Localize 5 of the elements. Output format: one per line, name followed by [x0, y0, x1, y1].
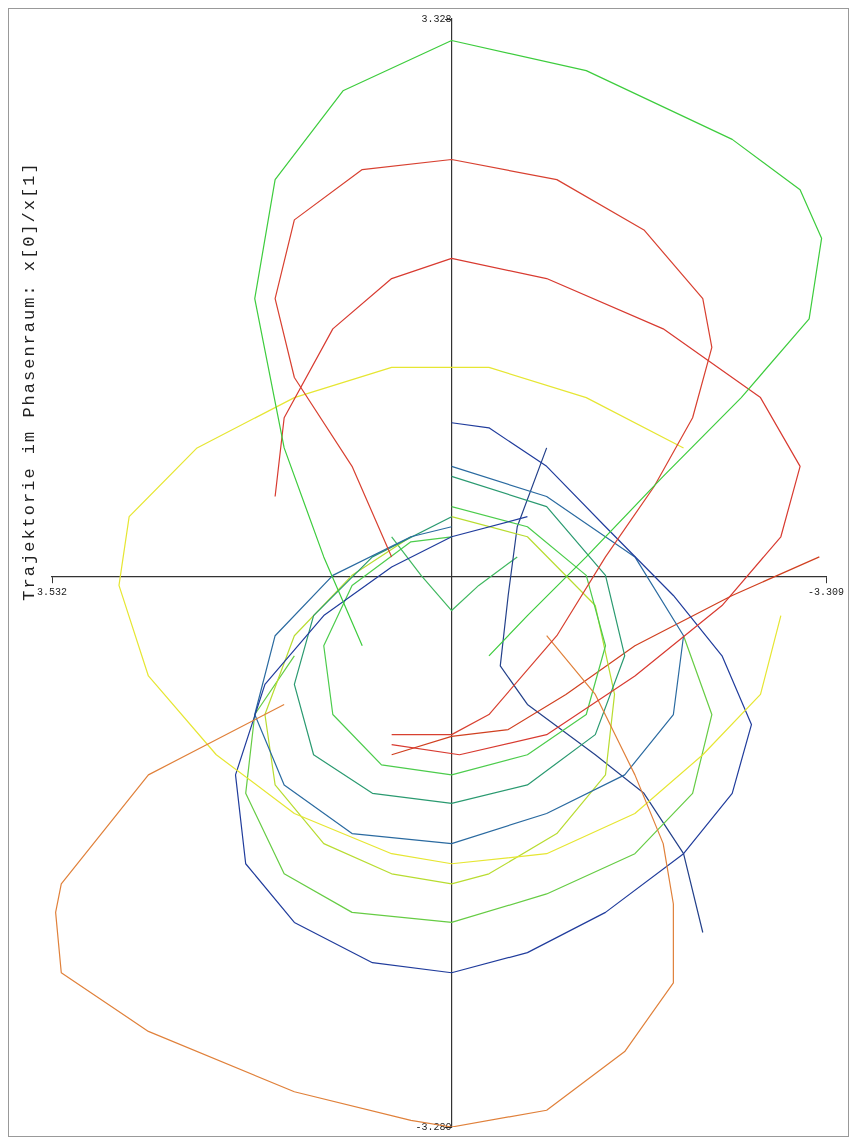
x-tick-label: 3.532 — [36, 586, 68, 598]
y-tick-label: 3.328 — [421, 13, 452, 25]
text: Trajektorie im Phasenraum: x[0]/x[1] — [19, 161, 39, 601]
y-tick-label: -3.280 — [415, 1121, 452, 1133]
x-tick-label: -3.309 — [807, 586, 845, 598]
